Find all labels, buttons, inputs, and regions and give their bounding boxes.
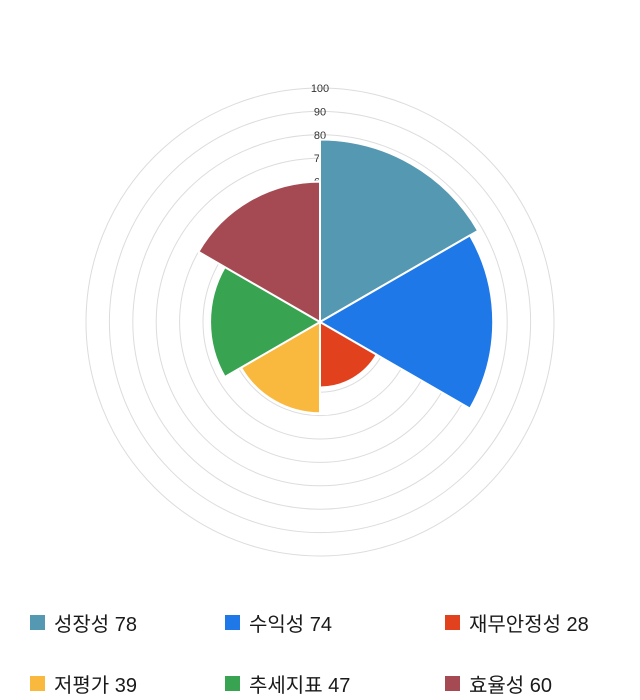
chart-legend: 성장성 78 수익성 74 재무안정성 28 저평가 39 추세지표 47 효율…	[0, 608, 640, 698]
legend-item-undervaluation: 저평가 39	[30, 669, 225, 698]
legend-item-trend-indicator: 추세지표 47	[225, 669, 445, 698]
legend-swatch-growth	[30, 615, 45, 630]
wedge-효율성	[197, 180, 321, 323]
axis-tick-label: 90	[314, 106, 326, 118]
polar-chart-container: 102030405060708090100	[85, 83, 555, 557]
wedge-저평가	[240, 321, 321, 415]
grid-circle	[108, 110, 532, 534]
wedge-성장성	[319, 138, 480, 323]
grid-circle	[132, 134, 508, 510]
wedge-수익성	[319, 234, 495, 410]
wedge-추세지표	[209, 266, 321, 378]
axis-tick-label: 100	[311, 83, 329, 95]
polar-area-chart: 102030405060708090100	[85, 83, 555, 557]
wedge-재무안정성	[319, 321, 378, 389]
legend-swatch-profitability	[225, 615, 240, 630]
legend-swatch-trend-indicator	[225, 676, 240, 691]
legend-label-financial-stability: 재무안정성 28	[469, 614, 589, 636]
legend-label-efficiency: 효율성 60	[469, 675, 553, 697]
grid-circle	[85, 87, 555, 557]
legend-label-profitability: 수익성 74	[249, 614, 333, 636]
legend-item-growth: 성장성 78	[30, 608, 225, 637]
legend-item-efficiency: 효율성 60	[445, 669, 640, 698]
legend-swatch-financial-stability	[445, 615, 460, 630]
legend-label-undervaluation: 저평가 39	[54, 675, 138, 697]
legend-item-financial-stability: 재무안정성 28	[445, 608, 640, 637]
legend-swatch-undervaluation	[30, 676, 45, 691]
legend-swatch-efficiency	[445, 676, 460, 691]
legend-label-growth: 성장성 78	[54, 614, 138, 636]
legend-item-profitability: 수익성 74	[225, 608, 445, 637]
legend-label-trend-indicator: 추세지표 47	[249, 675, 351, 697]
